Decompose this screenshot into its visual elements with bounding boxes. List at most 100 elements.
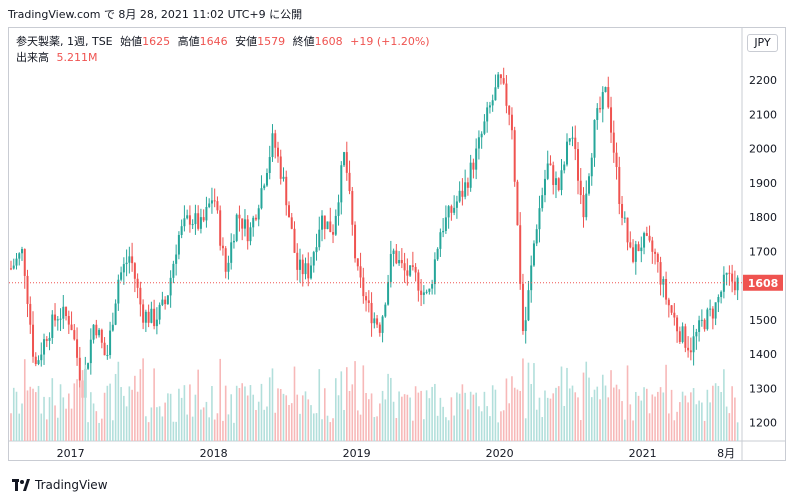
volume-bar [420, 390, 422, 441]
volume-bar [277, 388, 279, 441]
volume-bar [736, 422, 739, 441]
candle-body [103, 342, 106, 356]
volume-bar [679, 402, 681, 441]
candle-body [464, 182, 467, 197]
volume-bar [566, 367, 568, 441]
volume-bar [668, 413, 670, 441]
volume-bar [659, 387, 662, 441]
candle-body [706, 309, 709, 330]
x-tick-label: 2018 [200, 447, 228, 460]
volume-bar [690, 392, 692, 441]
volume-bar [54, 405, 56, 441]
volume-bar [169, 393, 172, 441]
volume-bar [205, 401, 208, 441]
y-tick-label: 1800 [749, 211, 777, 224]
volume-bar [431, 386, 433, 441]
candle-body [78, 357, 81, 381]
candle-body [615, 152, 618, 167]
volume-bar [359, 414, 362, 441]
candle-body [472, 162, 475, 170]
candle-body [54, 314, 57, 321]
candle-body [356, 258, 359, 267]
volume-bar [549, 398, 552, 441]
candle-body [370, 302, 373, 324]
volume-bar [145, 416, 147, 441]
volume-bar [555, 387, 557, 441]
volume-bar [84, 364, 87, 441]
volume-bar [26, 390, 29, 441]
candle-body [23, 249, 26, 276]
candle-body [183, 218, 186, 227]
candle-body [310, 265, 313, 279]
candle-body [731, 273, 734, 282]
candle-body [263, 185, 266, 189]
currency-button[interactable]: JPY [747, 34, 778, 52]
candle-body [596, 108, 599, 120]
candle-body [282, 176, 285, 179]
volume-bar [574, 392, 577, 441]
candle-body [334, 215, 337, 235]
candle-body [92, 324, 95, 340]
candle-body [274, 133, 277, 148]
volume-value: 5.211M [56, 51, 98, 64]
volume-bar [409, 397, 411, 441]
candle-body [227, 262, 230, 272]
volume-bar [120, 387, 122, 441]
volume-bar [436, 415, 439, 441]
candle-body [307, 263, 310, 279]
candle-body [387, 281, 390, 305]
volume-bar [68, 393, 70, 441]
volume-bar [161, 416, 164, 441]
candle-body [563, 164, 566, 171]
volume-bar [164, 402, 166, 441]
candle-body [202, 217, 205, 221]
volume-bar [398, 391, 400, 441]
volume-bar [136, 391, 139, 441]
volume-bar [657, 391, 659, 441]
candle-body [329, 221, 332, 233]
candle-body [431, 284, 434, 289]
volume-bar [513, 387, 516, 441]
high-value: 1646 [199, 35, 228, 48]
volume-bar [612, 387, 615, 441]
candle-body [155, 319, 158, 327]
candle-body [133, 263, 136, 279]
volume-bar [522, 358, 524, 441]
candle-body [10, 268, 12, 270]
volume-bar [167, 393, 169, 441]
volume-bar [379, 403, 381, 441]
x-tick-label: 2019 [343, 447, 371, 460]
low-value: 1579 [257, 35, 286, 48]
candle-body [593, 119, 596, 158]
chart-frame [8, 27, 786, 461]
volume-bar [717, 385, 720, 441]
volume-bar [698, 400, 700, 441]
candle-body [645, 233, 648, 236]
candle-body [166, 295, 169, 305]
candle-body [692, 336, 695, 353]
volume-bar [467, 409, 469, 441]
volume-bar [651, 394, 654, 441]
volume-bar [183, 385, 186, 441]
volume-bar [142, 358, 144, 441]
volume-bar [681, 391, 684, 441]
volume-bar [131, 389, 133, 441]
volume-bar [296, 394, 299, 441]
candle-body [709, 308, 712, 310]
candle-body [469, 162, 472, 188]
volume-bar [648, 413, 651, 441]
candle-body [384, 304, 387, 317]
volume-bar [417, 392, 420, 441]
candle-body [477, 137, 480, 149]
volume-bar [227, 414, 230, 441]
x-tick-label: 2021 [629, 447, 657, 460]
candle-body [235, 214, 238, 241]
candle-body [447, 206, 450, 218]
volume-bar [497, 422, 499, 441]
volume-bar [257, 401, 260, 441]
candle-body [538, 208, 541, 230]
volume-bar [268, 377, 271, 441]
candle-body [362, 277, 365, 297]
volume-bar [392, 401, 395, 441]
